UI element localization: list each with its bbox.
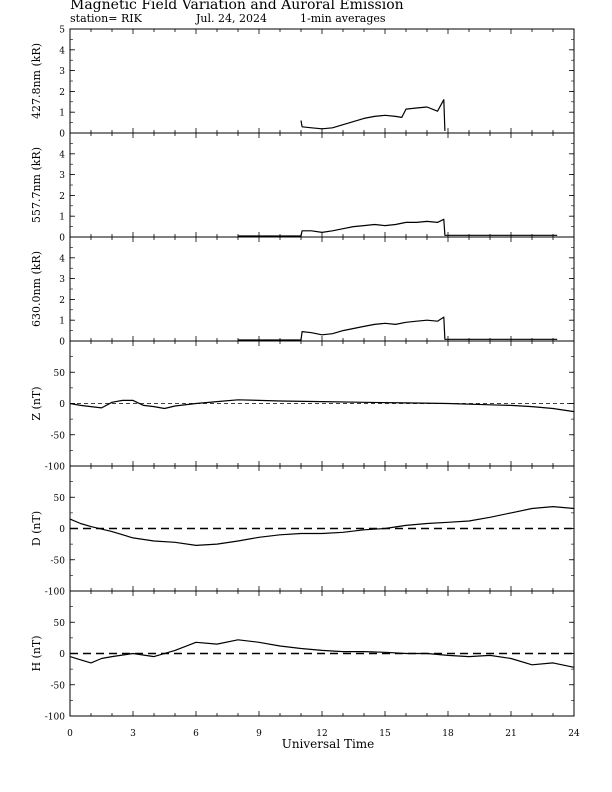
chart-title: Magnetic Field Variation and Auroral Emi…: [70, 0, 404, 13]
y-tick-label: 0: [59, 400, 65, 410]
y-tick-label: 0: [59, 130, 65, 140]
x-tick-label: 24: [568, 729, 580, 739]
y-axis-label: Z (nT): [30, 386, 43, 420]
x-tick-label: 6: [193, 729, 199, 739]
panel-frame: [69, 236, 575, 342]
y-tick-label: 2: [59, 296, 65, 306]
panel-4: -100 -50 0 50 Z (nT): [30, 340, 575, 473]
y-tick-label: -50: [51, 681, 66, 691]
x-tick-label: 21: [505, 729, 516, 739]
y-tick-label: 0: [59, 338, 65, 348]
series-line: [69, 399, 575, 413]
y-tick-label: 1: [59, 317, 65, 327]
y-tick-label: 2: [59, 192, 65, 202]
y-axis-label: H (nT): [30, 635, 43, 671]
y-tick-label: -100: [45, 588, 65, 598]
station-label: station= RIK: [70, 12, 142, 25]
y-axis-label: 557.7nm (kR): [30, 147, 43, 223]
y-tick-label: 2: [59, 88, 65, 98]
y-tick-label: 1: [59, 213, 65, 223]
x-tick-label: 18: [442, 729, 454, 739]
series-line: [238, 316, 558, 341]
date-label: Jul. 24, 2024: [196, 12, 267, 25]
averaging-label: 1-min averages: [300, 12, 386, 25]
y-tick-label: 3: [59, 275, 65, 285]
x-tick-label: 15: [379, 729, 391, 739]
y-tick-label: 4: [59, 46, 65, 56]
y-tick-label: 50: [54, 369, 66, 379]
y-tick-label: 1: [59, 109, 65, 119]
y-tick-label: 0: [59, 234, 65, 244]
panel-1: 0 1 2 3 4 5 427.8nm (kR): [30, 26, 575, 140]
panel-frame: [69, 28, 575, 134]
x-tick-label: 3: [130, 729, 136, 739]
panel-6: -100 -50 0 50 H (nT): [30, 590, 575, 723]
series-line: [300, 99, 446, 131]
y-tick-label: 0: [59, 650, 65, 660]
series-line: [69, 506, 575, 547]
series-line: [238, 218, 558, 237]
x-tick-label: 12: [316, 729, 327, 739]
y-tick-label: 5: [59, 26, 65, 36]
x-axis-label: Universal Time: [282, 737, 375, 751]
x-tick-label: 0: [67, 729, 73, 739]
panel-frame: [69, 132, 575, 238]
y-axis-label: 630.0nm (kR): [30, 251, 43, 327]
y-axis-label: 427.8nm (kR): [30, 43, 43, 119]
y-tick-label: -50: [51, 556, 66, 566]
y-tick-label: 4: [59, 254, 65, 264]
panel-3: 0 1 2 3 4 630.0nm (kR): [30, 236, 575, 348]
y-tick-label: 4: [59, 150, 65, 160]
x-tick-label: 9: [256, 729, 262, 739]
panel-2: 0 1 2 3 4 557.7nm (kR): [30, 132, 575, 244]
y-axis-label: D (nT): [30, 511, 43, 546]
y-tick-label: 0: [59, 525, 65, 535]
y-tick-label: 3: [59, 67, 65, 77]
y-tick-label: -100: [45, 713, 65, 723]
y-tick-label: -100: [45, 463, 65, 473]
panel-5: -100 -50 0 50 D (nT): [30, 465, 575, 598]
y-tick-label: 3: [59, 171, 65, 181]
y-tick-label: 50: [54, 494, 66, 504]
series-line: [69, 639, 575, 668]
y-tick-label: 50: [54, 619, 66, 629]
y-tick-label: -50: [51, 431, 66, 441]
